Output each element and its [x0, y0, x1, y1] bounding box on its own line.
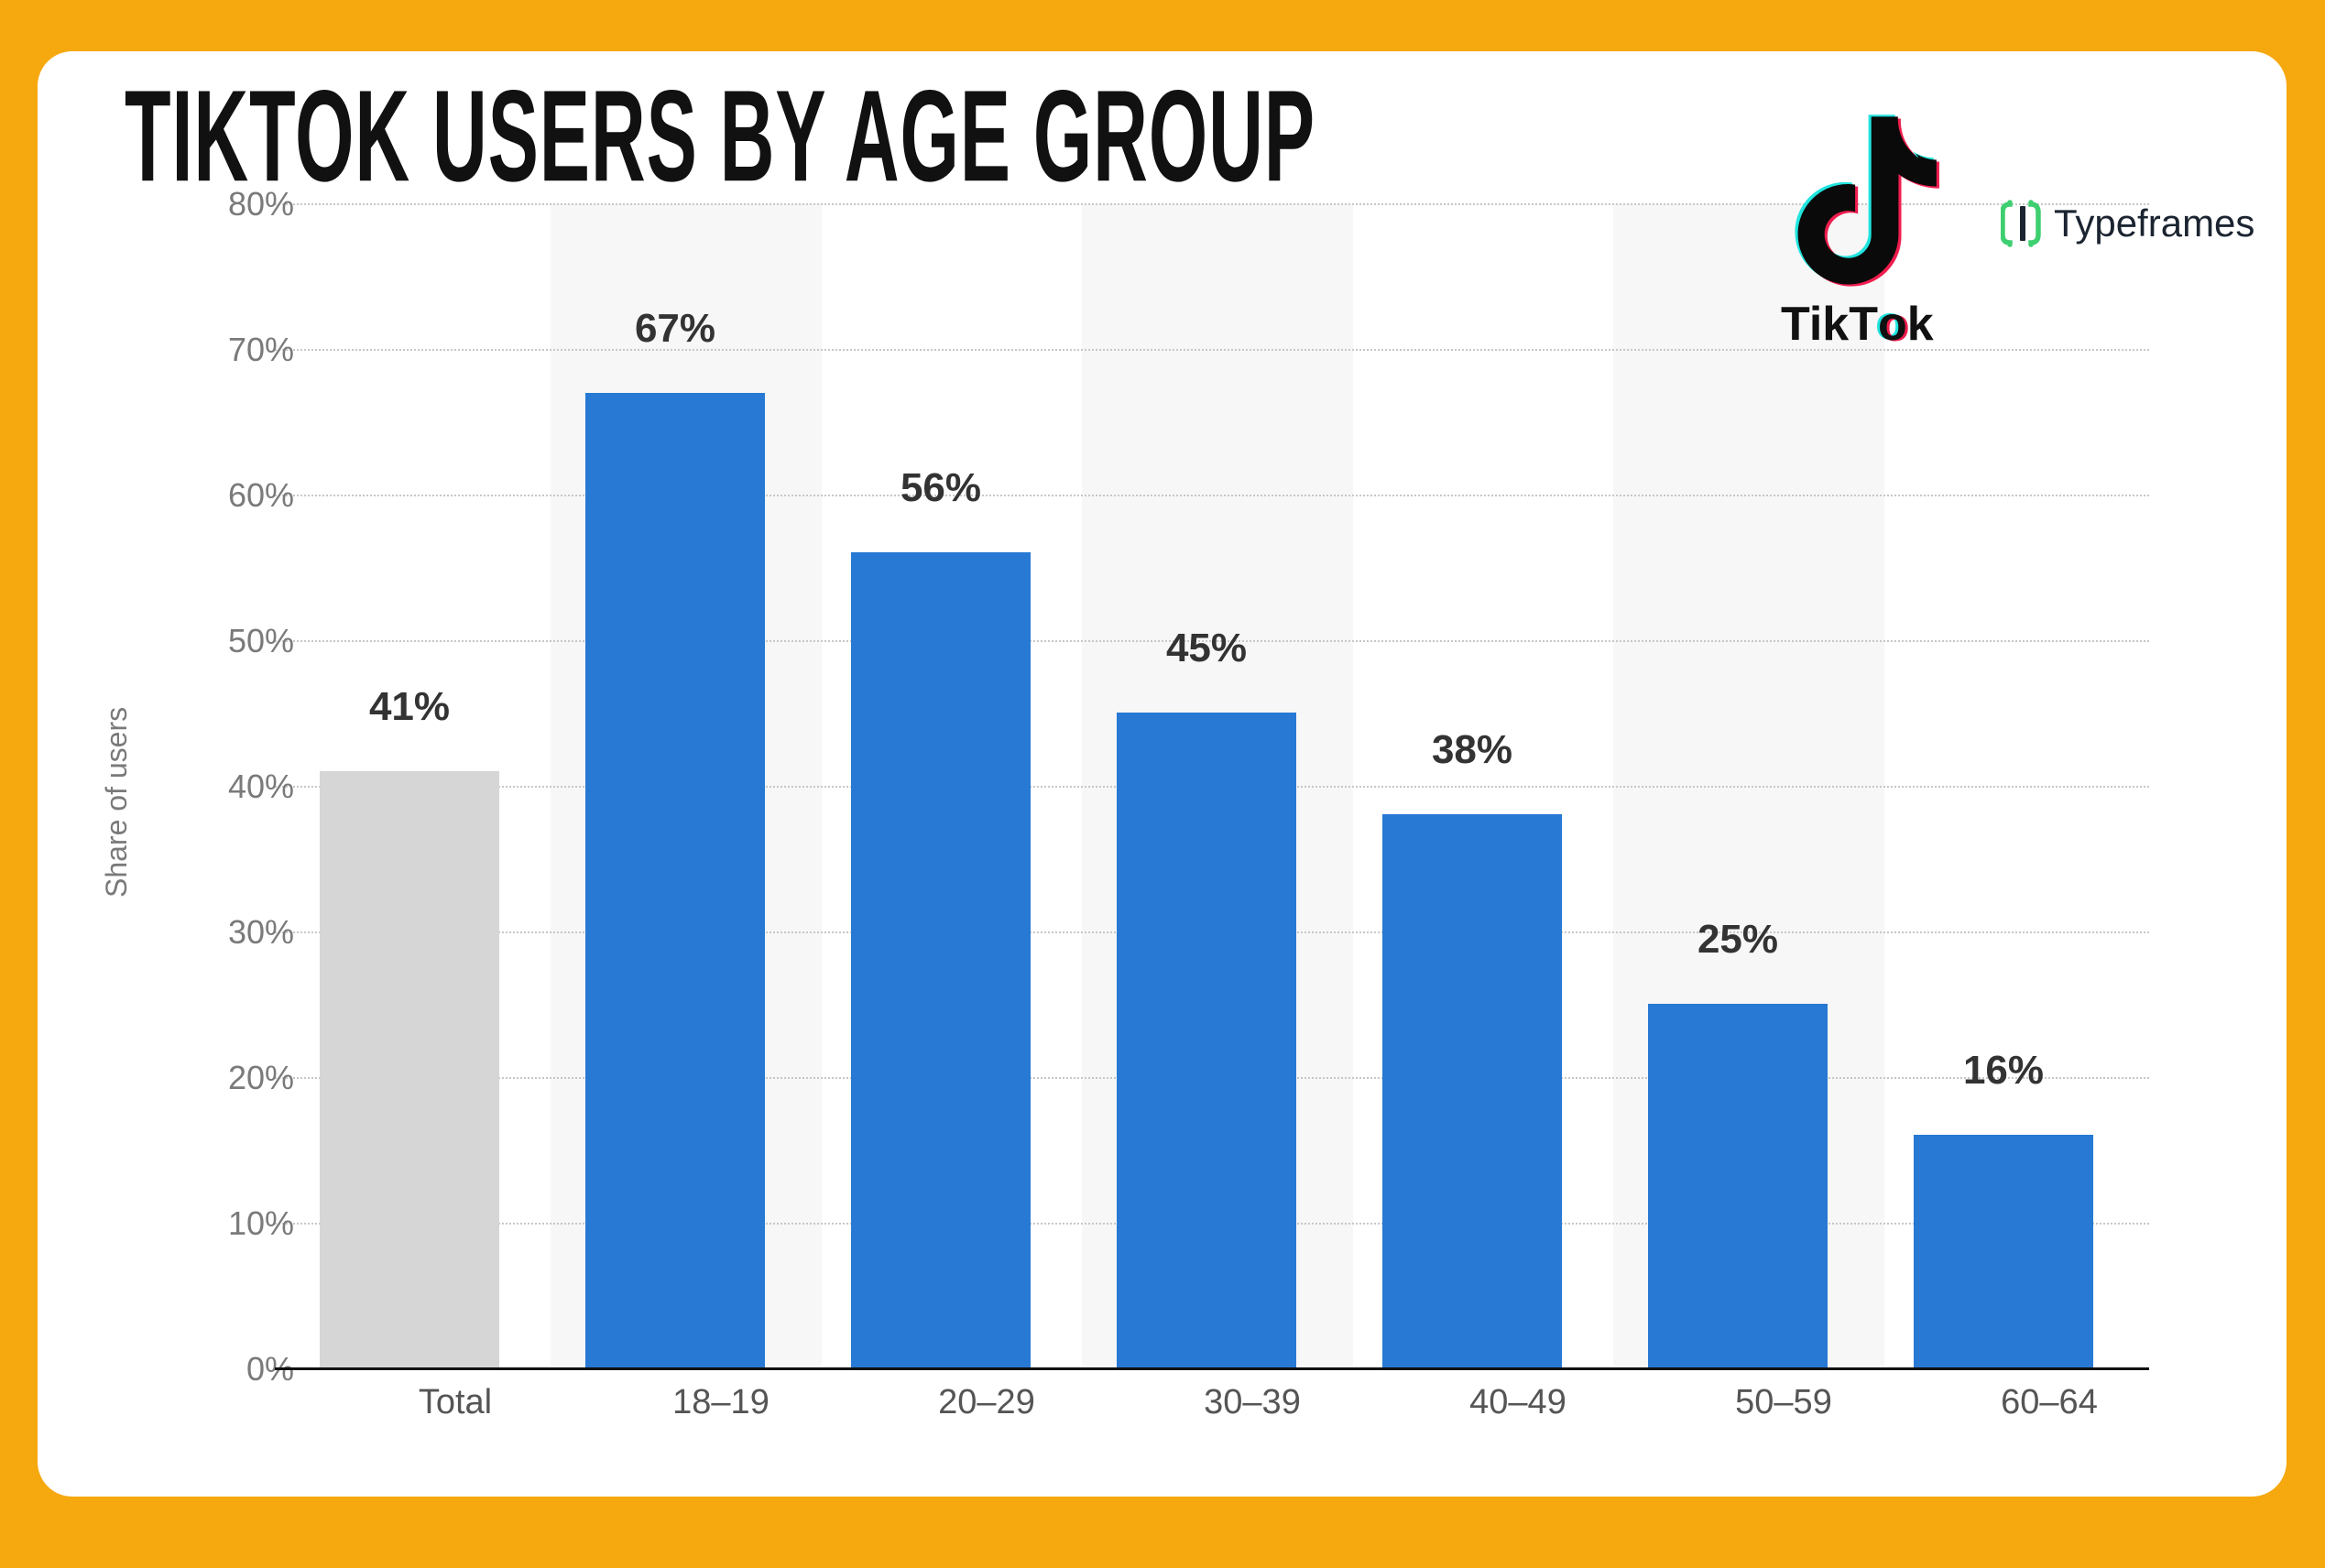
- svg-text:Typeframes: Typeframes: [2054, 201, 2254, 245]
